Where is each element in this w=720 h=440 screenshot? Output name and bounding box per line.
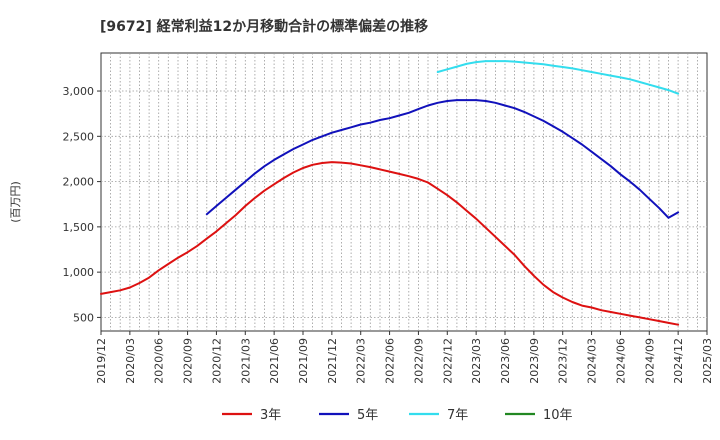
x-axis-ticks: 2019/12 2020/03 2020/06 2020/09 2020/12 2021/…: [95, 331, 714, 384]
x-tick-label: 2022/03: [355, 338, 368, 384]
y-tick-label: 1,000: [63, 266, 95, 279]
x-tick-label: 2019/12: [95, 338, 108, 384]
chart-title: [9672] 経常利益12か月移動合計の標準偏差の推移: [100, 18, 428, 35]
x-tick-label: 2021/03: [239, 338, 252, 384]
x-tick-label: 2021/06: [268, 338, 281, 384]
x-tick-label: 2022/12: [441, 338, 454, 384]
x-tick-label: 2021/12: [326, 338, 339, 384]
y-tick-label: 1,500: [63, 221, 95, 234]
x-tick-label: 2024/09: [643, 338, 656, 384]
legend-label-2: 7年: [447, 408, 468, 423]
x-tick-label: 2022/06: [384, 338, 397, 384]
x-tick-label: 2024/03: [586, 338, 599, 384]
x-tick-label: 2022/09: [412, 338, 425, 384]
y-tick-label: 2,000: [63, 176, 95, 189]
x-tick-label: 2025/03: [701, 338, 714, 384]
y-tick-label: 3,000: [63, 85, 95, 98]
legend-label-0: 3年: [260, 408, 281, 423]
legend-label-3: 10年: [543, 408, 573, 423]
series-line-2: [436, 60, 680, 95]
x-tick-label: 2023/09: [528, 338, 541, 384]
legend-label-1: 5年: [357, 408, 378, 423]
series-lines: [100, 60, 680, 326]
x-tick-label: 2023/06: [499, 338, 512, 384]
x-tick-label: 2020/06: [153, 338, 166, 384]
x-tick-label: 2023/03: [470, 338, 483, 384]
x-tick-label: 2023/12: [557, 338, 570, 384]
y-axis-ticks: 500 1,000 1,500 2,000 2,500 3,000: [63, 85, 101, 324]
series-line-0: [100, 161, 680, 326]
y-tick-label: 500: [73, 311, 94, 324]
legend: 3年 5年 7年 10年: [222, 408, 573, 423]
plot-area: [100, 52, 708, 332]
grid: [101, 53, 707, 331]
x-tick-label: 2024/06: [614, 338, 627, 384]
x-tick-label: 2024/12: [672, 338, 685, 384]
x-tick-label: 2020/12: [210, 338, 223, 384]
x-tick-label: 2020/09: [182, 338, 195, 384]
x-tick-label: 2021/09: [297, 338, 310, 384]
y-axis-label: (百万円): [9, 181, 22, 223]
y-tick-label: 2,500: [63, 130, 95, 143]
series-line-1: [205, 99, 680, 219]
x-tick-label: 2020/03: [124, 338, 137, 384]
